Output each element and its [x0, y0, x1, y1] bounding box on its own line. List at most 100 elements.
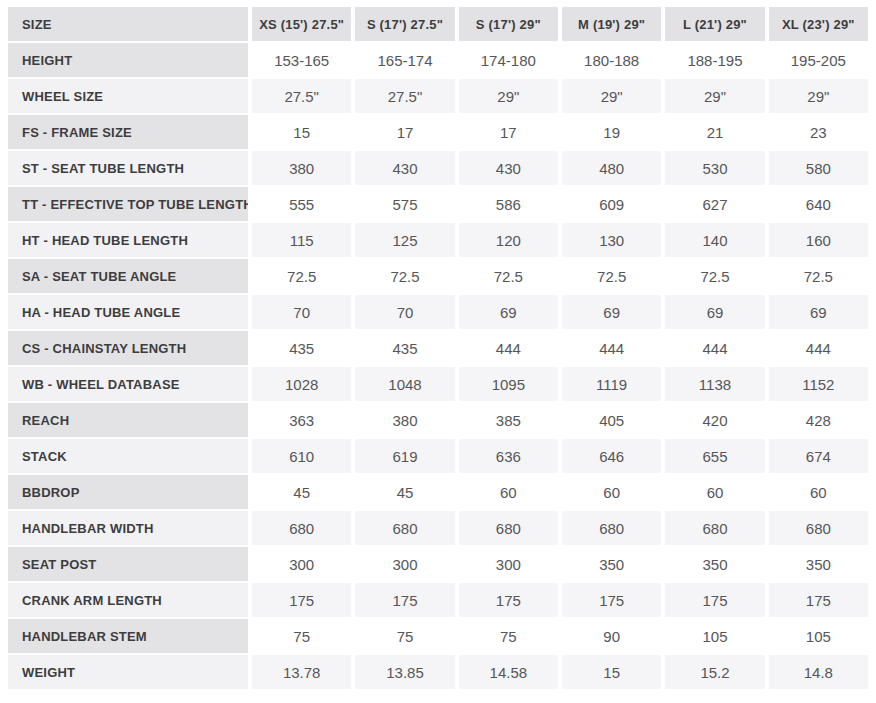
table-row: WHEEL SIZE 27.5" 27.5" 29" 29" 29" 29": [8, 79, 868, 113]
cell-value: 115: [252, 223, 351, 257]
cell-value: 29": [769, 79, 868, 113]
cell-value: 21: [665, 115, 764, 149]
cell-value: 70: [252, 295, 351, 329]
cell-value: 640: [769, 187, 868, 221]
cell-value: 610: [252, 439, 351, 473]
table-row: ST - SEAT TUBE LENGTH 380 430 430 480 53…: [8, 151, 868, 185]
cell-value: 435: [252, 331, 351, 365]
row-label: HANDLEBAR WIDTH: [8, 511, 248, 545]
cell-value: 300: [355, 547, 454, 581]
cell-value: 430: [459, 151, 558, 185]
cell-value: 619: [355, 439, 454, 473]
cell-value: 125: [355, 223, 454, 257]
cell-value: 1095: [459, 367, 558, 401]
cell-value: 14.58: [459, 655, 558, 689]
cell-value: 428: [769, 403, 868, 437]
cell-value: 72.5: [665, 259, 764, 293]
cell-value: 60: [562, 475, 661, 509]
page: SIZE XS (15') 27.5" S (17') 27.5" S (17'…: [0, 0, 876, 695]
cell-value: 444: [562, 331, 661, 365]
table-row: REACH 363 380 385 405 420 428: [8, 403, 868, 437]
cell-value: 160: [769, 223, 868, 257]
cell-value: 72.5: [252, 259, 351, 293]
cell-value: 60: [459, 475, 558, 509]
table-row: SEAT POST 300 300 300 350 350 350: [8, 547, 868, 581]
cell-value: 480: [562, 151, 661, 185]
cell-value: 45: [252, 475, 351, 509]
cell-value: 14.8: [769, 655, 868, 689]
row-label: REACH: [8, 403, 248, 437]
cell-value: 45: [355, 475, 454, 509]
cell-value: 19: [562, 115, 661, 149]
cell-value: 27.5": [355, 79, 454, 113]
row-label: ST - SEAT TUBE LENGTH: [8, 151, 248, 185]
cell-value: 1119: [562, 367, 661, 401]
cell-value: 17: [355, 115, 454, 149]
cell-value: 444: [459, 331, 558, 365]
cell-value: 405: [562, 403, 661, 437]
cell-value: 13.85: [355, 655, 454, 689]
column-header-s-275: S (17') 27.5": [355, 7, 454, 41]
cell-value: 680: [769, 511, 868, 545]
cell-value: 1138: [665, 367, 764, 401]
table-row: HT - HEAD TUBE LENGTH 115 125 120 130 14…: [8, 223, 868, 257]
cell-value: 300: [252, 547, 351, 581]
cell-value: 1152: [769, 367, 868, 401]
size-table-body: HEIGHT 153-165 165-174 174-180 180-188 1…: [8, 43, 868, 689]
cell-value: 636: [459, 439, 558, 473]
table-row: WB - WHEEL DATABASE 1028 1048 1095 1119 …: [8, 367, 868, 401]
cell-value: 15: [562, 655, 661, 689]
cell-value: 175: [562, 583, 661, 617]
cell-value: 27.5": [252, 79, 351, 113]
table-row: FS - FRAME SIZE 15 17 17 19 21 23: [8, 115, 868, 149]
cell-value: 69: [665, 295, 764, 329]
cell-value: 60: [665, 475, 764, 509]
cell-value: 175: [355, 583, 454, 617]
cell-value: 586: [459, 187, 558, 221]
size-corner-header: SIZE: [8, 7, 248, 41]
cell-value: 75: [459, 619, 558, 653]
cell-value: 69: [769, 295, 868, 329]
table-row: TT - EFFECTIVE TOP TUBE LENGTH 555 575 5…: [8, 187, 868, 221]
cell-value: 646: [562, 439, 661, 473]
row-label: FS - FRAME SIZE: [8, 115, 248, 149]
table-row: CS - CHAINSTAY LENGTH 435 435 444 444 44…: [8, 331, 868, 365]
row-label: BBDROP: [8, 475, 248, 509]
cell-value: 29": [459, 79, 558, 113]
cell-value: 175: [665, 583, 764, 617]
cell-value: 13.78: [252, 655, 351, 689]
cell-value: 420: [665, 403, 764, 437]
cell-value: 195-205: [769, 43, 868, 77]
cell-value: 350: [769, 547, 868, 581]
row-label: SA - SEAT TUBE ANGLE: [8, 259, 248, 293]
cell-value: 180-188: [562, 43, 661, 77]
cell-value: 680: [459, 511, 558, 545]
cell-value: 165-174: [355, 43, 454, 77]
column-header-xs: XS (15') 27.5": [252, 7, 351, 41]
cell-value: 575: [355, 187, 454, 221]
cell-value: 60: [769, 475, 868, 509]
table-row: WEIGHT 13.78 13.85 14.58 15 15.2 14.8: [8, 655, 868, 689]
cell-value: 435: [355, 331, 454, 365]
cell-value: 1028: [252, 367, 351, 401]
column-header-s-29: S (17') 29": [459, 7, 558, 41]
column-header-l: L (21') 29": [665, 7, 764, 41]
cell-value: 350: [665, 547, 764, 581]
cell-value: 674: [769, 439, 868, 473]
row-label: STACK: [8, 439, 248, 473]
cell-value: 609: [562, 187, 661, 221]
cell-value: 530: [665, 151, 764, 185]
cell-value: 17: [459, 115, 558, 149]
cell-value: 72.5: [769, 259, 868, 293]
cell-value: 174-180: [459, 43, 558, 77]
cell-value: 580: [769, 151, 868, 185]
cell-value: 15: [252, 115, 351, 149]
row-label: WB - WHEEL DATABASE: [8, 367, 248, 401]
size-chart-table: SIZE XS (15') 27.5" S (17') 27.5" S (17'…: [4, 5, 872, 691]
cell-value: 627: [665, 187, 764, 221]
cell-value: 680: [252, 511, 351, 545]
table-row: SA - SEAT TUBE ANGLE 72.5 72.5 72.5 72.5…: [8, 259, 868, 293]
cell-value: 140: [665, 223, 764, 257]
column-header-m: M (19') 29": [562, 7, 661, 41]
cell-value: 350: [562, 547, 661, 581]
